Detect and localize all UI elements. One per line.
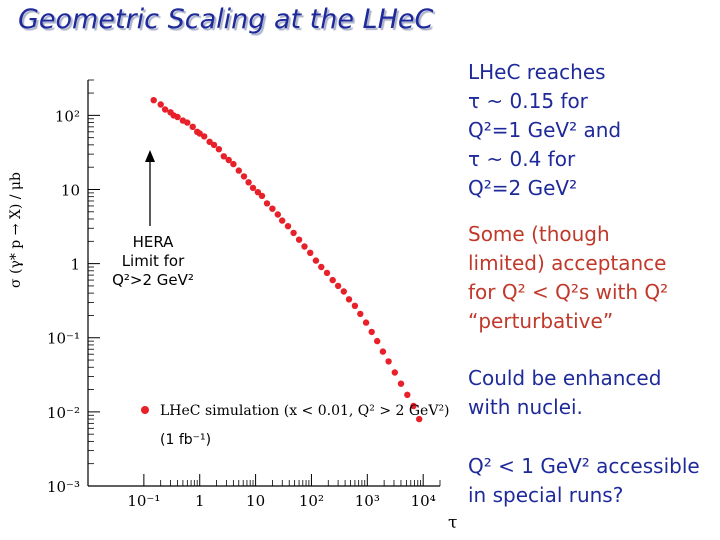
note-line: τ ~ 0.4 for [468,147,576,171]
data-point [410,402,417,410]
data-point [391,369,398,376]
x-tick-label: 10² [299,492,324,510]
data-point [323,269,331,277]
note-line: “perturbative” [468,309,614,333]
data-point [150,97,157,104]
y-tick-label: 1 [70,256,80,274]
data-point [374,337,381,345]
note-line: τ ~ 0.15 for [468,89,588,113]
data-point [215,146,223,153]
chart-axes [87,80,440,487]
hera-limit-label: HERA Limit for Q²>2 GeV² [98,233,208,290]
acceptance-note: Some (though limited) acceptance for Q² … [468,220,668,336]
note-line: in special runs? [468,483,624,507]
data-point [329,276,336,284]
note-line: limited) acceptance [468,251,667,275]
hera-label-line: HERA [132,233,174,251]
slide-title: Geometric Scaling at the LHeC [18,4,434,35]
hera-limit-arrow [145,150,155,226]
data-point [254,189,262,196]
data-point [357,310,364,318]
data-point [230,160,237,168]
data-point [334,282,342,290]
data-point [368,328,375,336]
legend-marker [141,406,149,414]
data-point [249,184,257,192]
x-axis-label: τ [448,513,457,533]
data-point [312,257,320,264]
data-point [362,319,370,326]
y-tick-label: 10⁻¹ [47,330,80,348]
data-point [174,113,181,121]
x-tick-label: 10 [246,492,265,510]
note-line: LHeC reaches [468,60,606,84]
data-point [225,156,232,164]
chart-legend: LHeC simulation (x < 0.01, Q² > 2 GeV²) [141,403,450,419]
hera-label-line: Limit for [121,252,185,270]
data-point [263,200,271,207]
data-point [240,173,248,180]
data-point [245,179,252,186]
note-line: Q²=1 GeV² and [468,118,622,142]
data-point [184,119,191,126]
data-point [416,415,423,423]
x-tick-label: 10⁻¹ [127,492,160,510]
y-tick-label: 10 [61,181,80,199]
y-axis-label: σ (γ* p → X) / μb [8,172,24,288]
x-tick-label: 1 [195,492,205,510]
data-point [274,211,281,218]
data-point [345,296,353,303]
data-point [340,288,347,295]
data-point [290,229,297,237]
note-line: Some (though [468,222,610,246]
data-point [210,141,218,149]
y-tick-label: 10² [55,107,80,125]
note-line: for Q² < Q²s with Q² [468,280,669,304]
lhec-reach-note: LHeC reaches τ ~ 0.15 for Q²=1 GeV² and … [468,58,621,203]
data-point [284,223,292,230]
note-line: Could be enhanced [468,366,662,390]
note-line: Q² < 1 GeV² accessible [468,454,700,478]
data-point [189,123,196,130]
chart-tick-labels: 10⁻³ 10⁻² 10⁻¹ 1 10 10² 10⁻¹ 1 10 10² 10³ 10⁴ [47,107,436,510]
data-point [379,348,387,355]
special-runs-note: Q² < 1 GeV² accessible in special runs? [468,452,700,510]
luminosity-label: (1 fb⁻¹) [160,432,212,448]
legend-label: LHeC simulation (x < 0.01, Q² > 2 GeV²) [160,403,450,419]
data-point [258,192,266,200]
hera-label-line: Q²>2 GeV² [112,271,194,289]
note-line: Q²=2 GeV² [468,176,578,200]
data-point [201,133,208,140]
chart-ticks [88,79,441,487]
data-point [157,101,164,108]
x-tick-label: 10³ [355,492,380,510]
data-point [318,263,325,271]
data-point [220,153,227,160]
nuclei-note: Could be enhanced with nuclei. [468,364,661,422]
data-point [295,236,303,243]
y-tick-label: 10⁻² [47,404,80,422]
chart-points [150,97,423,423]
data-point [307,249,314,256]
x-tick-label: 10⁴ [411,492,436,510]
data-point [385,358,392,365]
data-point [404,391,411,398]
data-point [269,205,276,212]
note-line: with nuclei. [468,395,583,419]
data-point [161,106,169,113]
data-point [235,167,242,174]
data-point [301,243,308,250]
data-point [351,302,359,309]
data-point [279,217,286,224]
y-tick-label: 10⁻³ [47,478,80,496]
data-point [397,380,405,387]
